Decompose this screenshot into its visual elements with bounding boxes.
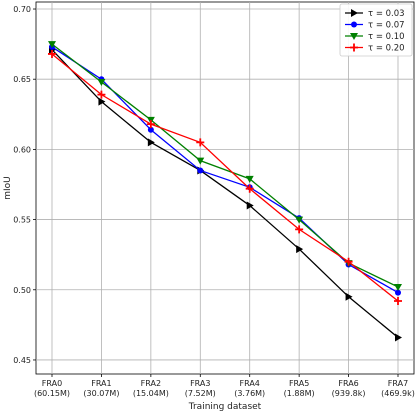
legend-marker: [350, 43, 358, 52]
x-tick-label: FRA7: [388, 379, 408, 388]
x-tick-label: FRA0: [42, 379, 62, 388]
data-point: [146, 120, 155, 129]
x-tick-sublabel: (939.8k): [332, 389, 366, 398]
data-point: [147, 138, 155, 147]
data-point: [48, 49, 56, 58]
x-tick-label: FRA3: [190, 379, 210, 388]
legend-label: τ = 0.10: [368, 32, 405, 42]
y-axis-label: mIoU: [3, 176, 13, 200]
legend-label: τ = 0.07: [368, 21, 405, 31]
data-point: [196, 157, 205, 165]
y-axis: 0.45 0.50 0.55 0.60 0.65 0.70: [13, 5, 36, 365]
series-line: [51, 49, 399, 339]
legend-marker: [351, 21, 357, 28]
y-tick-label: 0.70: [13, 5, 31, 14]
data-point: [196, 138, 205, 147]
data-point: [395, 289, 401, 296]
data-point: [97, 79, 106, 87]
series-group: [48, 41, 402, 342]
x-tick-sublabel: (30.07M): [83, 389, 119, 398]
data-point: [245, 184, 254, 193]
x-tick-sublabel: (60.15M): [34, 389, 70, 398]
data-point: [147, 126, 154, 133]
x-tick-sublabel: (3.76M): [234, 389, 265, 398]
series-line: [51, 53, 399, 302]
y-tick-label: 0.65: [13, 75, 31, 84]
data-point: [48, 41, 56, 49]
data-point: [394, 297, 402, 306]
data-point: [345, 292, 353, 301]
x-axis-label: Training dataset: [188, 402, 262, 412]
x-tick-sublabel: (1.88M): [284, 389, 315, 398]
data-point: [395, 333, 402, 342]
y-tick-label: 0.45: [13, 356, 31, 365]
data-point: [296, 245, 304, 254]
data-point: [394, 283, 402, 291]
y-tick-label: 0.60: [13, 145, 31, 154]
x-tick-sublabel: (469.9k): [381, 389, 415, 398]
legend-box: [339, 3, 413, 57]
legend: τ = 0.03 τ = 0.07τ = 0.10 τ = 0.20: [339, 3, 413, 57]
x-tick-sublabel: (15.04M): [133, 389, 169, 398]
x-tick-label: FRA5: [289, 379, 309, 388]
data-point: [295, 225, 304, 234]
legend-label: τ = 0.20: [368, 44, 405, 54]
data-point: [295, 216, 304, 224]
legend-label: τ = 0.03: [368, 9, 405, 19]
x-tick-label: FRA6: [338, 379, 358, 388]
y-tick-label: 0.50: [13, 286, 31, 295]
x-tick-label: FRA2: [141, 379, 161, 388]
x-tick-sublabel: (7.52M): [185, 389, 216, 398]
data-point: [245, 175, 254, 183]
x-tick-label: FRA1: [91, 379, 111, 388]
x-tick-label: FRA4: [240, 379, 260, 388]
data-point: [344, 257, 353, 266]
data-point: [246, 201, 254, 210]
data-point: [98, 97, 106, 106]
legend-marker: [351, 9, 358, 17]
y-tick-label: 0.55: [13, 216, 31, 225]
data-point: [97, 90, 106, 99]
legend-marker: [350, 33, 358, 40]
series-3: [48, 49, 402, 306]
data-point: [197, 167, 204, 174]
x-axis: FRA0(60.15M) FRA1(30.07M) FRA2(15.04M) FRA3…: [34, 374, 415, 398]
